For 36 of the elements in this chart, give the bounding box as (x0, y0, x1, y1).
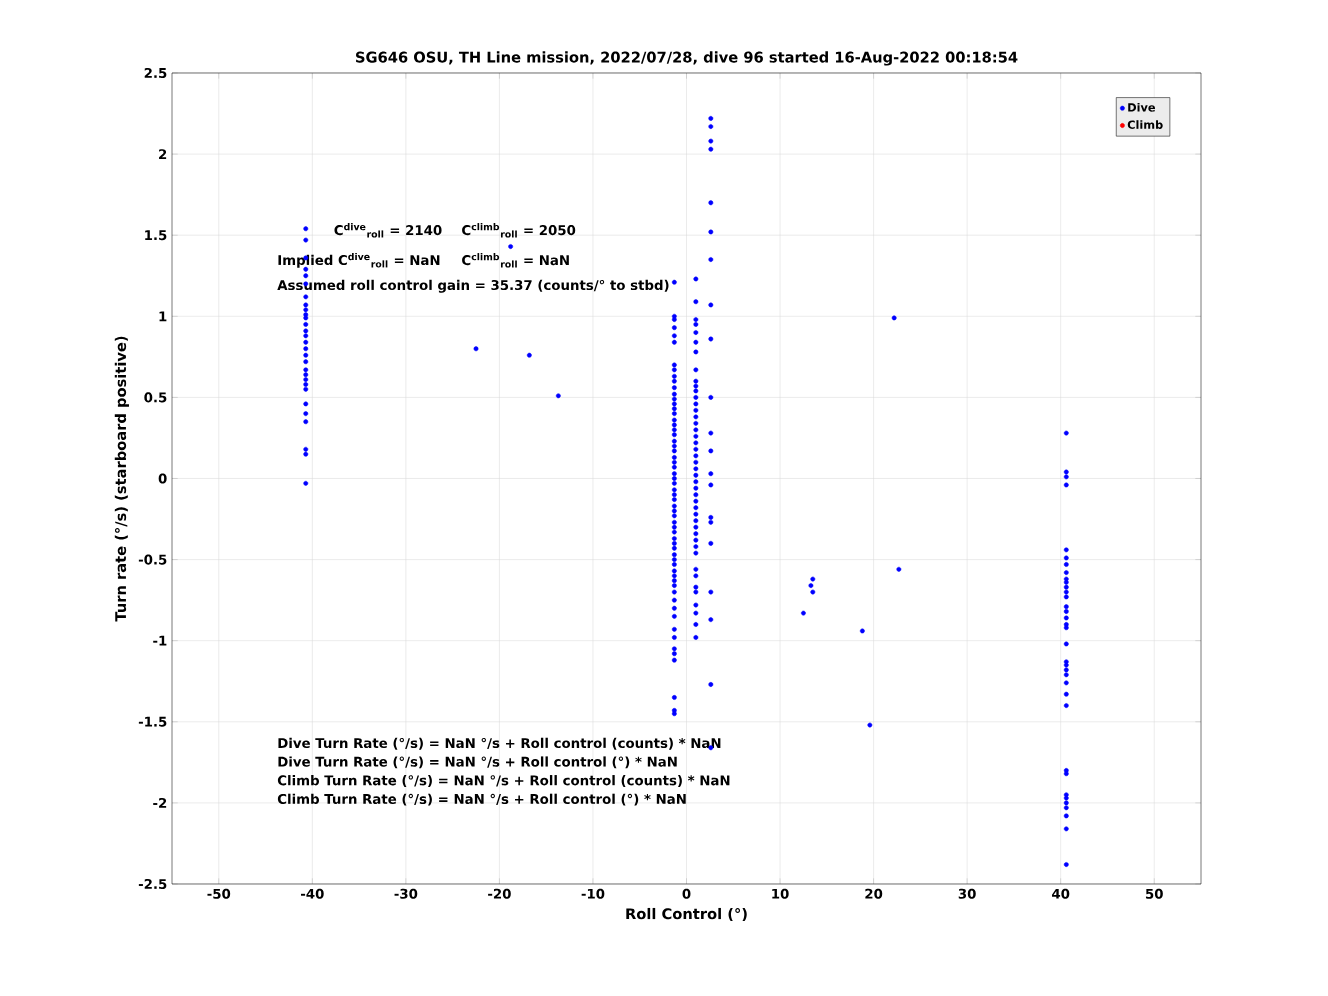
x-tick-label: -30 (394, 888, 418, 899)
legend-label: Climb (1127, 120, 1163, 129)
y-tick-label: 1.5 (145, 230, 167, 241)
y-axis-title: Turn rate (°/s) (starboard positive) (114, 336, 129, 622)
y-tick-label: 0.5 (144, 392, 167, 403)
annotation: Assumed roll control gain = 35.37 (counts/° to stbd) (277, 279, 669, 293)
annotation: C$^{climb}$$_{roll}$ = NaN (462, 253, 569, 268)
annotation: Dive Turn Rate (°/s) = NaN °/s + Roll control (°) * NaN (278, 756, 677, 769)
y-tick-label: 1 (159, 311, 167, 322)
x-tick-label: 30 (958, 888, 976, 899)
annotation: C$^{climb}$$_{roll}$ = 2050 (462, 223, 576, 238)
x-tick-label: 40 (1052, 888, 1070, 899)
y-tick-label: -1.5 (138, 716, 167, 727)
y-tick-label: -1 (153, 635, 167, 646)
legend-label: Dive (1128, 102, 1156, 112)
x-tick-label: 10 (772, 888, 789, 899)
annotation: C$^{dive}$$_{roll}$ = 2140 (334, 223, 442, 238)
x-axis-title: Roll Control (°) (626, 907, 747, 922)
y-tick-label: 2 (159, 149, 167, 160)
y-tick-label: 0 (158, 473, 167, 484)
x-tick-label: 0 (682, 888, 691, 899)
annotation: Implied C$^{dive}$$_{roll}$ = NaN (278, 252, 440, 268)
chart-title: SG646 OSU, TH Line mission, 2022/07/28, dive 96 started 16-Aug-2022 00:18:54 (356, 51, 1018, 66)
x-tick-label: 50 (1145, 888, 1163, 899)
y-tick-label: -0.5 (138, 554, 167, 565)
y-tick-label: 2.5 (144, 67, 167, 79)
annotation: Climb Turn Rate (°/s) = NaN °/s + Roll control (°) * NaN (277, 793, 686, 806)
annotation: Climb Turn Rate (°/s) = NaN °/s + Roll control (counts) * NaN (277, 775, 730, 787)
y-tick-label: -2.5 (138, 878, 167, 890)
x-tick-label: -20 (488, 888, 511, 899)
x-tick-label: -50 (207, 888, 231, 899)
y-tick-label: -2 (153, 797, 167, 808)
x-tick-label: -40 (301, 888, 324, 899)
annotation: Dive Turn Rate (°/s) = NaN °/s + Roll control (counts) * NaN (278, 737, 721, 750)
x-tick-label: -10 (581, 888, 605, 899)
x-tick-label: 20 (865, 888, 883, 899)
